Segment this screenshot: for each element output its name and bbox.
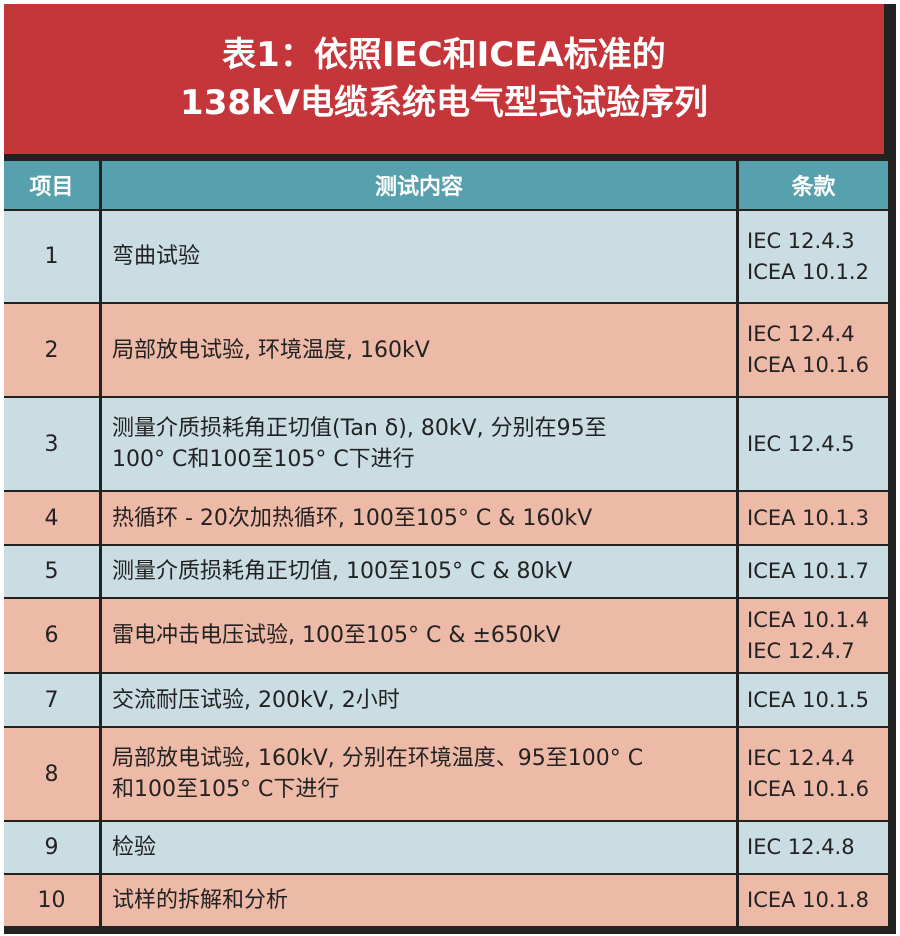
row-number: 9 (4, 822, 99, 873)
header-item: 项目 (4, 161, 99, 209)
row-number: 10 (4, 875, 99, 926)
row-number: 8 (4, 728, 99, 820)
row-content: 雷电冲击电压试验, 100至105° C & ±650kV (102, 599, 736, 672)
row-number: 6 (4, 599, 99, 672)
content-line: 测量介质损耗角正切值(Tan δ), 80kV, 分别在95至 (112, 416, 607, 441)
row-clauses: ICEA 10.1.7 (739, 546, 888, 597)
row-content: 弯曲试验 (102, 211, 736, 302)
clause-line: ICEA 10.1.6 (747, 353, 869, 377)
clause-line: IEC 12.4.7 (747, 638, 855, 663)
row-content: 局部放电试验, 160kV, 分别在环境温度、95至100° C 和100至105… (102, 728, 736, 820)
table-title: 表1：依照IEC和ICEA标准的 138kV电缆系统电气型式试验序列 (4, 4, 884, 154)
content-line: 测量介质损耗角正切值, 100至105° C & 80kV (112, 559, 573, 584)
row-clauses: ICEA 10.1.5 (739, 674, 888, 726)
test-table: 项目 测试内容 条款 1 弯曲试验 IEC 12.4.3 ICEA 10.1.2 2 局部… (4, 161, 888, 926)
title-line-2: 138kV电缆系统电气型式试验序列 (180, 83, 708, 123)
content-line: 和100至105° C下进行 (112, 777, 340, 802)
row-clauses: ICEA 10.1.8 (739, 875, 888, 926)
content-line: 试样的拆解和分析 (112, 888, 289, 913)
row-clauses: IEC 12.4.3 ICEA 10.1.2 (739, 211, 888, 302)
content-line: 局部放电试验, 环境温度, 160kV (112, 337, 430, 363)
row-clauses: IEC 12.4.4 ICEA 10.1.6 (739, 304, 888, 396)
row-number: 7 (4, 674, 99, 726)
clause-line: ICEA 10.1.4 (747, 607, 869, 632)
clause-line: IEC 12.4.8 (747, 835, 855, 859)
row-content: 热循环 - 20次加热循环, 100至105° C & 160kV (102, 492, 736, 544)
clause-line: ICEA 10.1.8 (747, 888, 869, 912)
row-clauses: IEC 12.4.8 (739, 822, 888, 873)
content-line: 检验 (112, 835, 157, 860)
content-line: 交流耐压试验, 200kV, 2小时 (112, 687, 400, 713)
row-content: 检验 (102, 822, 736, 873)
content-line: 100° C和100至105° C下进行 (112, 447, 415, 472)
content-line: 弯曲试验 (112, 244, 201, 269)
clause-line: IEC 12.4.3 (747, 228, 855, 253)
row-number: 3 (4, 398, 99, 490)
row-content: 交流耐压试验, 200kV, 2小时 (102, 674, 736, 726)
content-line: 局部放电试验, 160kV, 分别在环境温度、95至100° C (112, 746, 644, 771)
clause-line: IEC 12.4.4 (747, 322, 855, 346)
content-line: 雷电冲击电压试验, 100至105° C & ±650kV (112, 623, 561, 648)
clause-line: IEC 12.4.5 (747, 431, 855, 456)
row-content: 测量介质损耗角正切值(Tan δ), 80kV, 分别在95至 100° C和10… (102, 398, 736, 490)
header-content: 测试内容 (102, 161, 736, 209)
clause-line: ICEA 10.1.6 (747, 777, 869, 801)
content-line: 热循环 - 20次加热循环, 100至105° C & 160kV (112, 505, 593, 531)
row-clauses: IEC 12.4.4 ICEA 10.1.6 (739, 728, 888, 820)
clause-line: IEC 12.4.4 (747, 746, 855, 770)
row-content: 局部放电试验, 环境温度, 160kV (102, 304, 736, 396)
row-number: 4 (4, 492, 99, 544)
row-clauses: ICEA 10.1.3 (739, 492, 888, 544)
row-number: 2 (4, 304, 99, 396)
row-clauses: IEC 12.4.5 (739, 398, 888, 490)
clause-line: ICEA 10.1.2 (747, 259, 869, 284)
row-content: 测量介质损耗角正切值, 100至105° C & 80kV (102, 546, 736, 597)
clause-line: ICEA 10.1.7 (747, 559, 869, 583)
row-number: 1 (4, 211, 99, 302)
clause-line: ICEA 10.1.5 (747, 687, 869, 712)
title-line-1: 表1：依照IEC和ICEA标准的 (222, 35, 666, 75)
row-clauses: ICEA 10.1.4 IEC 12.4.7 (739, 599, 888, 672)
row-number: 5 (4, 546, 99, 597)
clause-line: ICEA 10.1.3 (747, 505, 869, 530)
header-clause: 条款 (739, 161, 888, 209)
row-content: 试样的拆解和分析 (102, 875, 736, 926)
